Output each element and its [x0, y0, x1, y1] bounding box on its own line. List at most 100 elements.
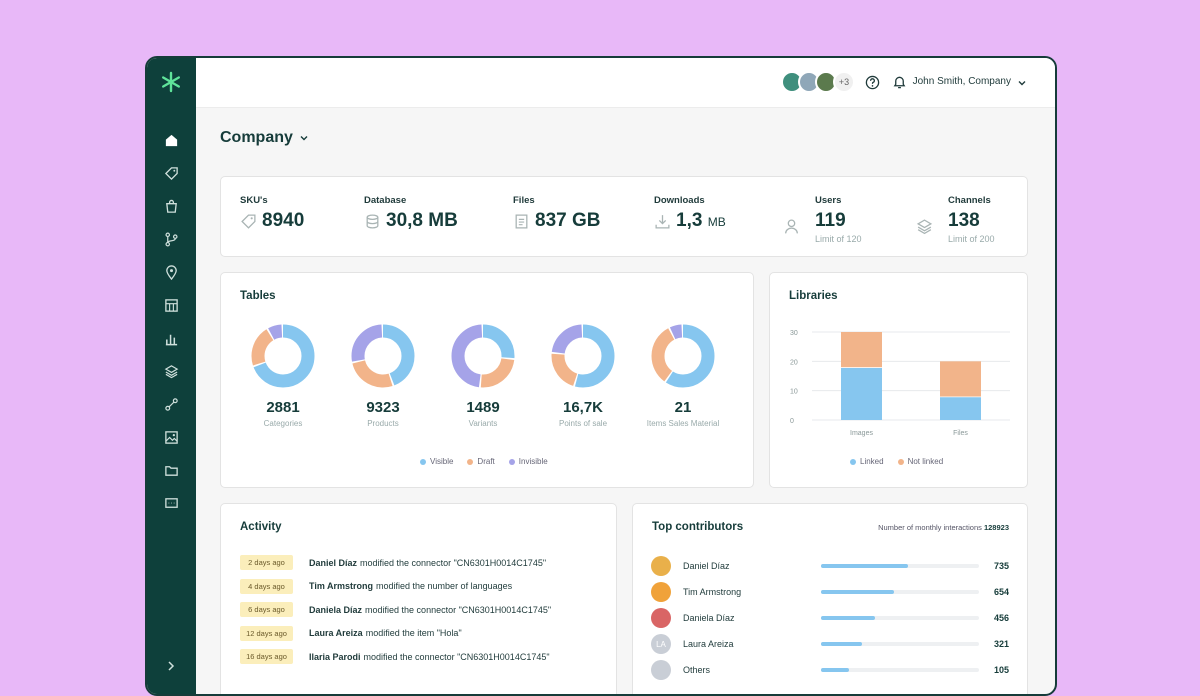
monthly-interactions-label: Number of monthly interactions [878, 523, 982, 532]
stat-label: Channels [948, 195, 991, 206]
sidebar-nav [147, 124, 196, 520]
sidebar-expand-button[interactable] [163, 658, 179, 674]
top-contributors-card: Top contributors Number of monthly inter… [632, 503, 1028, 694]
donut-segment-invisible [451, 324, 515, 388]
donut-categories[interactable]: 2881 Categories [243, 323, 323, 428]
stat-value: 8940 [262, 210, 305, 231]
stat-users: Users 119 Limit of 120 [783, 195, 862, 244]
legend-item: Invisible [508, 457, 548, 466]
y-tick-label: 30 [790, 330, 798, 337]
bar-files-not-linked[interactable] [940, 361, 981, 397]
activity-text: modified the connector "CN6301H0014C1745… [365, 604, 552, 615]
donut-items-sales-material[interactable]: 21 Items Sales Material [643, 323, 723, 428]
top-bar: +3 John Smith, Company [196, 58, 1055, 108]
bell-icon[interactable] [892, 74, 907, 90]
file-icon [515, 213, 528, 229]
sidebar-item-connectors[interactable] [147, 388, 196, 421]
time-badge: 12 days ago [240, 625, 293, 641]
shopping-bag-icon [166, 199, 177, 213]
sidebar-item-locations[interactable] [147, 256, 196, 289]
stat-label: Database [364, 195, 407, 206]
database-icon [366, 213, 379, 228]
stat-value: 837 GB [535, 210, 601, 231]
page-title[interactable]: Company [220, 129, 309, 147]
donut-points-of-sale[interactable]: 16,7K Points of sale [543, 323, 623, 428]
legend-label: Invisible [518, 457, 548, 466]
legend-label: Linked [860, 457, 884, 466]
contribution-bar-fill [821, 642, 863, 646]
contributor-row[interactable]: Daniel Díaz 735 [651, 556, 1009, 578]
table-icon [165, 299, 178, 312]
activity-user[interactable]: Ilaria Parodi [309, 651, 361, 662]
donut-segment-visible [451, 324, 515, 388]
sidebar-item-folders[interactable] [147, 454, 196, 487]
sidebar [147, 58, 196, 694]
donut-value: 2881 [266, 399, 300, 416]
page-title-text: Company [220, 129, 293, 146]
list-item[interactable]: 16 days ago Ilaria Parodi modified the con… [240, 649, 550, 664]
donut-segment-visible [551, 324, 615, 388]
donut-chart [251, 324, 315, 388]
contributor-row[interactable]: Others 105 [651, 660, 1009, 682]
contributor-name: Laura Areiza [683, 639, 734, 649]
sidebar-item-images[interactable] [147, 421, 196, 454]
sidebar-item-analytics[interactable] [147, 322, 196, 355]
card-title: Activity [240, 521, 282, 533]
contributor-name: Daniela Díaz [683, 613, 735, 623]
donut-segment-visible [351, 324, 415, 388]
sidebar-item-messages[interactable] [147, 487, 196, 520]
collaborator-avatars[interactable]: +3 [781, 71, 855, 93]
user-menu-name[interactable]: John Smith, Company [912, 76, 1011, 87]
folder-icon [165, 466, 178, 476]
sidebar-item-tables[interactable] [147, 289, 196, 322]
list-item[interactable]: 12 days ago Laura Areiza modified the item… [240, 625, 462, 641]
activity-user[interactable]: Daniela Díaz [309, 604, 363, 615]
donut-chart [651, 324, 715, 388]
donut-label: Products [367, 419, 399, 428]
stat-sublabel: Limit of 120 [815, 234, 862, 244]
donut-chart [351, 324, 415, 388]
contributor-row[interactable]: Tim Armstrong 654 [651, 582, 1009, 604]
bar-files-linked[interactable] [940, 396, 981, 420]
stat-files: Files 837 GB [513, 195, 600, 232]
activity-card: Activity 2 days ago Daniel Díaz modified t… [220, 503, 617, 694]
sidebar-item-branches[interactable] [147, 223, 196, 256]
list-item[interactable]: 6 days ago Daniela Díaz modified the conne… [240, 602, 551, 617]
chevron-down-icon[interactable] [1017, 78, 1027, 88]
help-icon[interactable] [865, 75, 880, 90]
monthly-interactions: Number of monthly interactions 128923 [878, 523, 1009, 532]
sidebar-item-home[interactable] [147, 124, 196, 157]
list-item[interactable]: 2 days ago Daniel Díaz modified the connec… [240, 555, 546, 570]
contribution-value: 735 [993, 561, 1009, 571]
avatars-more-count[interactable]: +3 [833, 71, 855, 93]
contribution-bar-track [821, 668, 979, 672]
stat-channels: Channels 138 Limit of 200 [916, 195, 995, 244]
donut-products[interactable]: 9323 Products [343, 323, 423, 428]
logo-asterisk-icon[interactable] [159, 70, 183, 94]
list-item[interactable]: 4 days ago Tim Armstrong modified the numb… [240, 578, 512, 594]
legend-swatch [897, 458, 904, 465]
contribution-value: 105 [993, 665, 1009, 675]
sidebar-item-shopping[interactable] [147, 190, 196, 223]
donut-variants[interactable]: 1489 Variants [443, 323, 523, 428]
contributor-row[interactable]: LA Laura Areiza 321 [651, 634, 1009, 656]
time-badge: 4 days ago [240, 578, 293, 594]
stat-label: SKU's [240, 195, 268, 206]
connector-icon [165, 398, 178, 411]
activity-user[interactable]: Tim Armstrong [309, 581, 374, 591]
stat-value: 138 [948, 210, 980, 231]
legend-swatch [467, 458, 474, 465]
donut-value: 1489 [466, 399, 500, 416]
bar-images-linked[interactable] [841, 367, 882, 420]
contribution-bar-track [821, 564, 979, 568]
contributor-row[interactable]: Daniela Díaz 456 [651, 608, 1009, 630]
stat-sublabel: Limit of 200 [948, 234, 995, 244]
bar-images-not-linked[interactable] [841, 332, 882, 368]
sidebar-item-tags[interactable] [147, 157, 196, 190]
libraries-card: Libraries 0 10 20 30 Images Files Linked Not l… [769, 272, 1028, 488]
activity-user[interactable]: Laura Areiza [309, 628, 363, 638]
donut-segment-visible [651, 324, 715, 388]
donut-segment-invisible [351, 324, 415, 388]
sidebar-item-layers[interactable] [147, 355, 196, 388]
activity-user[interactable]: Daniel Díaz [309, 557, 358, 568]
